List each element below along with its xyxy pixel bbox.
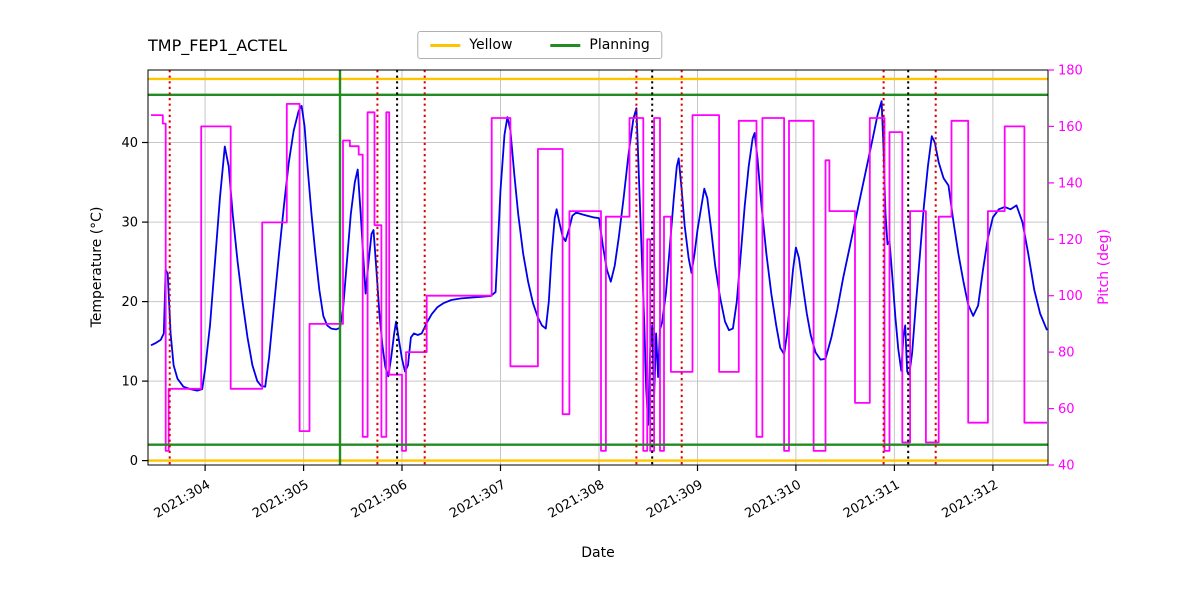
limit-lines: [148, 77, 1048, 462]
right-tick-label: 160: [1058, 120, 1083, 135]
x-axis-label: Date: [581, 545, 615, 561]
series-lines: [150, 100, 1048, 452]
legend-label-planning: Planning: [589, 37, 650, 53]
x-tick-label: 2021:305: [250, 477, 311, 521]
plot-spines: [147, 69, 1049, 466]
left-tick-label: 10: [121, 375, 138, 390]
right-tick-label: 140: [1058, 176, 1083, 191]
x-tick-label: 2021:310: [742, 477, 803, 521]
yellow-line-swatch: [430, 43, 461, 47]
x-tick-label: 2021:308: [546, 477, 607, 521]
grid-lines: [148, 70, 1048, 465]
right-tick-label: 180: [1058, 64, 1083, 79]
planning-line-swatch: [550, 43, 581, 47]
pitch-line: [151, 103, 1047, 452]
x-tick-label: 2021:307: [447, 477, 508, 521]
event-vlines: [168, 70, 937, 465]
legend-label-yellow: Yellow: [469, 37, 513, 53]
legend: Yellow Planning: [417, 31, 663, 59]
right-tick-label: 120: [1058, 233, 1083, 248]
right-tick-label: 40: [1058, 459, 1075, 474]
legend-item-yellow: Yellow: [430, 37, 512, 53]
right-tick-label: 60: [1058, 402, 1075, 417]
x-tick-label: 2021:309: [644, 477, 705, 521]
left-tick-label: 0: [130, 454, 138, 469]
left-tick-label: 20: [121, 295, 138, 310]
temperature-line: [150, 100, 1048, 426]
chart-title: TMP_FEP1_ACTEL: [148, 36, 287, 55]
x-tick-label: 2021:306: [349, 477, 410, 521]
right-tick-label: 100: [1058, 289, 1083, 304]
left-tick-label: 40: [121, 136, 138, 151]
right-tick-label: 80: [1058, 346, 1075, 361]
x-tick-label: 2021:311: [841, 477, 902, 521]
legend-item-planning: Planning: [550, 37, 650, 53]
left-tick-label: 30: [121, 216, 138, 231]
x-tick-label: 2021:312: [939, 477, 1000, 521]
x-tick-label: 2021:304: [152, 477, 213, 521]
